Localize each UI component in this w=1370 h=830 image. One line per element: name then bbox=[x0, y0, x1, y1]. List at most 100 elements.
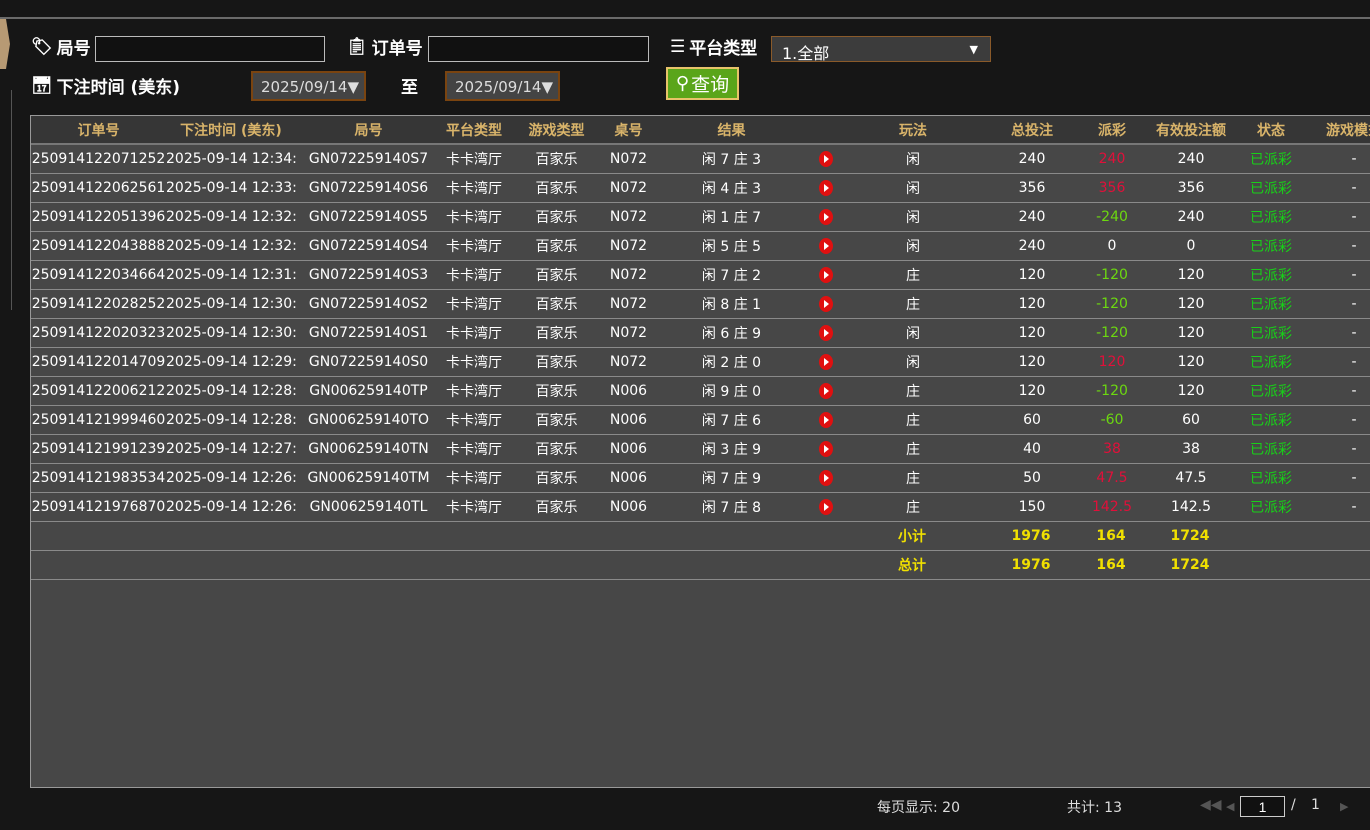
header-status[interactable]: 状态 bbox=[1257, 122, 1285, 139]
replay-cell[interactable] bbox=[812, 499, 839, 515]
replay-cell[interactable] bbox=[812, 238, 839, 254]
cell-valid-bet: 120 bbox=[1177, 296, 1205, 312]
cell-payout: -240 bbox=[1096, 209, 1128, 225]
header-game-type[interactable]: 游戏类型 bbox=[528, 122, 585, 139]
header-platform[interactable]: 平台类型 bbox=[446, 122, 502, 139]
header-valid-bet[interactable]: 有效投注额 bbox=[1156, 122, 1226, 139]
to-label: 至 bbox=[401, 78, 418, 98]
cell-order-no: 250914122020323 bbox=[31, 325, 166, 341]
round-input[interactable] bbox=[95, 36, 325, 62]
replay-cell[interactable] bbox=[812, 267, 839, 283]
cell-bet-type: 闲 bbox=[906, 326, 920, 342]
side-tab-handle[interactable] bbox=[0, 19, 10, 69]
page-input[interactable] bbox=[1240, 796, 1285, 817]
cell-game-mode: - bbox=[1351, 238, 1357, 254]
play-video-icon[interactable] bbox=[818, 441, 833, 457]
play-video-icon[interactable] bbox=[818, 470, 833, 486]
cell-status: 已派彩 bbox=[1250, 239, 1292, 255]
cell-game-type: 百家乐 bbox=[535, 355, 578, 371]
cell-payout: -120 bbox=[1096, 383, 1128, 399]
cell-bet-type: 庄 bbox=[906, 297, 920, 313]
play-video-icon[interactable] bbox=[818, 151, 833, 167]
header-result[interactable]: 结果 bbox=[717, 122, 746, 139]
cell-table-no: N006 bbox=[609, 412, 648, 428]
cell-game-type: 百家乐 bbox=[535, 500, 578, 516]
play-video-icon[interactable] bbox=[818, 412, 833, 428]
order-input[interactable] bbox=[428, 36, 649, 62]
replay-cell[interactable] bbox=[812, 325, 839, 341]
date-to-picker[interactable]: 2025/09/14▼ bbox=[445, 71, 560, 101]
replay-cell[interactable] bbox=[812, 354, 839, 370]
header-table-no[interactable]: 桌号 bbox=[614, 122, 643, 139]
play-video-icon[interactable] bbox=[818, 499, 833, 515]
cell-bet-time: 2025-09-14 12:28:52 bbox=[166, 383, 296, 399]
cell-bet-time: 2025-09-14 12:34:32 bbox=[166, 151, 296, 167]
play-video-icon[interactable] bbox=[818, 354, 833, 370]
cell-bet-type: 庄 bbox=[906, 384, 920, 400]
cell-status: 已派彩 bbox=[1250, 152, 1292, 168]
play-video-icon[interactable] bbox=[818, 238, 833, 254]
cell-game-mode: - bbox=[1351, 180, 1357, 196]
cell-order-no: 250914122006212 bbox=[31, 383, 166, 399]
replay-cell[interactable] bbox=[812, 180, 839, 196]
header-payout[interactable]: 派彩 bbox=[1098, 122, 1126, 139]
header-bet-type[interactable]: 玩法 bbox=[899, 122, 927, 139]
cell-payout: -120 bbox=[1096, 296, 1128, 312]
cell-platform: 卡卡湾厅 bbox=[446, 268, 502, 284]
header-bet-time[interactable]: 下注时间 (美东) bbox=[180, 122, 282, 139]
cell-valid-bet: 47.5 bbox=[1175, 470, 1207, 486]
replay-cell[interactable] bbox=[812, 470, 839, 486]
cell-bet-time: 2025-09-14 12:28:19 bbox=[166, 412, 296, 428]
next-page-icon[interactable]: ▶ bbox=[1340, 800, 1349, 813]
total-payout: 164 bbox=[1096, 557, 1126, 573]
cell-payout: -120 bbox=[1096, 267, 1128, 283]
replay-cell[interactable] bbox=[812, 412, 839, 428]
replay-cell[interactable] bbox=[812, 296, 839, 312]
cell-game-mode: - bbox=[1351, 412, 1357, 428]
play-video-icon[interactable] bbox=[818, 267, 833, 283]
cell-status: 已派彩 bbox=[1250, 181, 1292, 197]
cell-result: 闲 4 庄 3 bbox=[701, 181, 762, 197]
cell-platform: 卡卡湾厅 bbox=[446, 355, 502, 371]
cell-table-no: N072 bbox=[609, 180, 648, 196]
cell-total-bet: 120 bbox=[1018, 383, 1046, 399]
cell-total-bet: 150 bbox=[1018, 499, 1046, 515]
date-from-picker[interactable]: 2025/09/14▼ bbox=[251, 71, 366, 101]
play-video-icon[interactable] bbox=[818, 296, 833, 312]
replay-cell[interactable] bbox=[812, 151, 839, 167]
header-game-mode[interactable]: 游戏模式 bbox=[1326, 122, 1370, 139]
replay-cell[interactable] bbox=[812, 383, 839, 399]
cell-total-bet: 240 bbox=[1018, 238, 1046, 254]
header-order-no[interactable]: 订单号 bbox=[77, 122, 120, 139]
replay-cell[interactable] bbox=[812, 209, 839, 225]
platform-select[interactable]: 1.全部 ▼ bbox=[771, 36, 991, 63]
first-page-icon[interactable]: ◀◀ bbox=[1200, 797, 1222, 813]
replay-cell[interactable] bbox=[812, 441, 839, 457]
query-button[interactable]: ⚲ 查询 bbox=[666, 67, 739, 100]
play-video-icon[interactable] bbox=[818, 383, 833, 399]
play-video-icon[interactable] bbox=[818, 180, 833, 196]
platform-selected: 1.全部 bbox=[782, 44, 830, 63]
cell-total-bet: 120 bbox=[1018, 325, 1046, 341]
cell-valid-bet: 60 bbox=[1182, 412, 1200, 428]
header-total-bet[interactable]: 总投注 bbox=[1011, 122, 1053, 139]
prev-page-icon[interactable]: ◀ bbox=[1226, 800, 1235, 813]
cell-table-no: N072 bbox=[609, 296, 648, 312]
play-video-icon[interactable] bbox=[818, 325, 833, 341]
header-round-no[interactable]: 局号 bbox=[354, 122, 383, 139]
cell-order-no: 250914122051396 bbox=[31, 209, 166, 225]
play-video-icon[interactable] bbox=[818, 209, 833, 225]
